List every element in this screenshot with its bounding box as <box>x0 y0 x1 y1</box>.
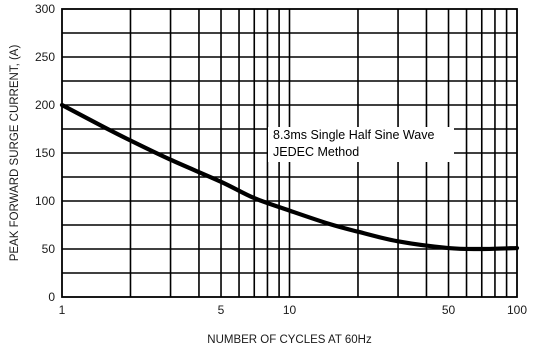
y-tick-label: 0 <box>48 290 55 304</box>
tick-labels: 1 5 10 50 100 0 50 100 150 200 250 300 <box>35 2 527 317</box>
annotation: 8.3ms Single Half Sine Wave JEDEC Method <box>268 127 454 162</box>
surge-current-curve <box>59 102 520 252</box>
y-tick-label: 50 <box>42 242 56 256</box>
y-axis-label: PEAK FORWARD SURGE CURRENT, (A) <box>9 45 21 262</box>
y-tick-label: 300 <box>35 2 55 16</box>
y-tick-label: 250 <box>35 50 55 64</box>
plot-frame <box>61 8 518 298</box>
annotation-background <box>268 127 454 162</box>
series-layer <box>59 102 520 252</box>
y-tick-label: 200 <box>35 98 55 112</box>
x-tick-label: 100 <box>507 303 527 317</box>
annotation-line-1: 8.3ms Single Half Sine Wave <box>273 128 434 142</box>
x-axis-label: NUMBER OF CYCLES AT 60Hz <box>207 334 372 346</box>
annotation-line-2: JEDEC Method <box>273 145 359 159</box>
x-tick-label: 5 <box>218 303 225 317</box>
y-tick-label: 100 <box>35 194 55 208</box>
x-tick-label: 1 <box>59 303 66 317</box>
x-tick-label: 50 <box>442 303 456 317</box>
y-tick-label: 150 <box>35 146 55 160</box>
x-tick-label: 10 <box>283 303 297 317</box>
